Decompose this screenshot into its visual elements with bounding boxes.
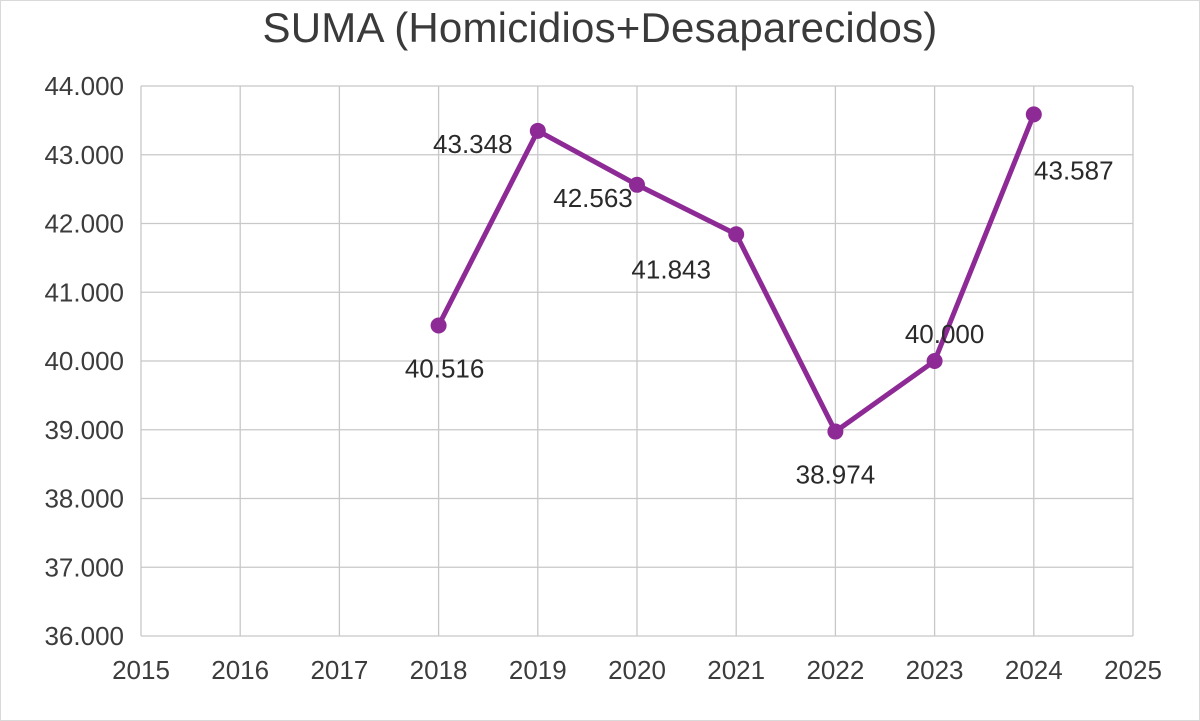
- x-tick-label: 2024: [1005, 655, 1063, 685]
- x-tick-label: 2025: [1104, 655, 1162, 685]
- y-tick-label: 43.000: [44, 140, 124, 170]
- data-label: 38.974: [796, 460, 876, 490]
- data-series: [430, 106, 1042, 440]
- x-tick-label: 2016: [211, 655, 269, 685]
- chart-title: SUMA (Homicidios+Desaparecidos): [262, 4, 938, 51]
- data-point-marker: [728, 226, 745, 243]
- data-label: 40.000: [905, 319, 985, 349]
- y-tick-label: 38.000: [44, 484, 124, 514]
- data-label: 41.843: [631, 254, 711, 284]
- data-label: 42.563: [553, 183, 633, 213]
- data-point-marker: [1025, 106, 1042, 123]
- data-labels: 40.516 43.348 42.563 41.843 38.974 40.000 43.5…: [405, 129, 1114, 490]
- data-point-marker: [430, 317, 447, 334]
- y-tick-label: 36.000: [44, 621, 124, 651]
- x-tick-label: 2020: [608, 655, 666, 685]
- data-point-marker: [529, 122, 546, 139]
- x-tick-label: 2023: [906, 655, 964, 685]
- y-tick-label: 42.000: [44, 209, 124, 239]
- data-point-marker: [827, 423, 844, 440]
- data-label: 43.348: [433, 129, 513, 159]
- y-tick-label: 44.000: [44, 71, 124, 101]
- x-tick-label: 2018: [410, 655, 468, 685]
- x-tick-label: 2021: [707, 655, 765, 685]
- data-label: 40.516: [405, 354, 485, 384]
- x-tick-label: 2015: [112, 655, 170, 685]
- data-point-marker: [629, 176, 645, 193]
- x-tick-label: 2017: [310, 655, 368, 685]
- x-tick-label: 2022: [806, 655, 864, 685]
- y-tick-label: 39.000: [44, 415, 124, 445]
- y-tick-label: 37.000: [44, 552, 124, 582]
- y-tick-label: 40.000: [44, 346, 124, 376]
- y-axis: 44.000 43.000 42.000 41.000 40.000 39.000 38.0…: [44, 71, 124, 651]
- gridlines: [140, 85, 1134, 637]
- data-label: 43.587: [1034, 155, 1114, 185]
- x-axis: 2015 2016 2017 2018 2019 2020 2021 2022 2023 2024…: [112, 655, 1162, 685]
- y-tick-label: 41.000: [44, 277, 124, 307]
- data-point-marker: [926, 353, 943, 369]
- x-tick-label: 2019: [509, 655, 567, 685]
